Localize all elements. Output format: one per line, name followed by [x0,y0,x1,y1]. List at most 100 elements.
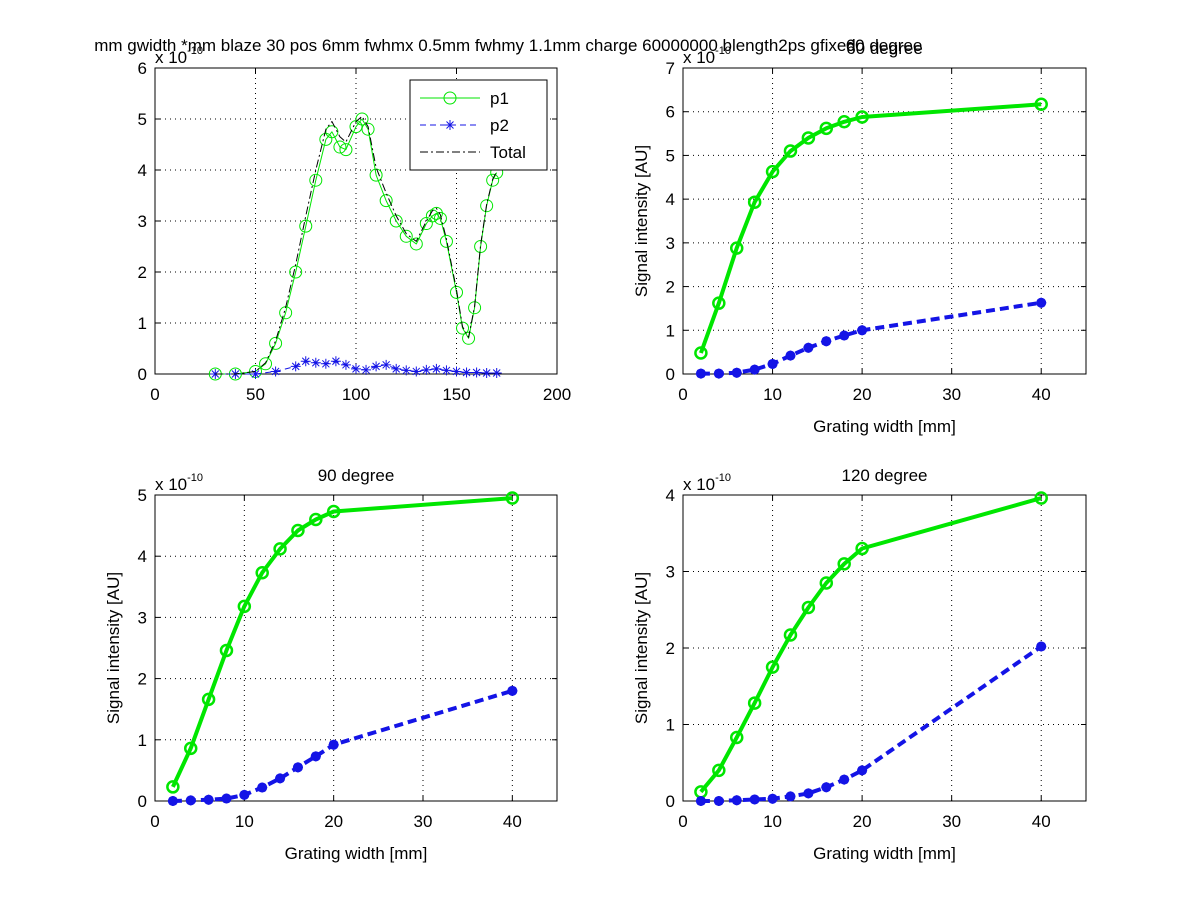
y-tick-label: 3 [666,563,675,582]
y-tick-label: 0 [666,792,675,811]
exponent-power: -10 [715,45,731,57]
x-tick-label: 40 [1032,385,1051,404]
x-tick-label: 10 [763,812,782,831]
y-tick-label: 1 [666,716,675,735]
x-axis-label: Grating width [mm] [285,844,428,863]
data-point-circle [355,112,369,126]
series-line-p1 [699,496,1042,794]
data-point-circle [747,696,762,710]
data-point-circle [819,121,834,136]
x-tick-label: 40 [503,812,522,831]
y-tick-label: 2 [666,639,675,658]
data-point-star [411,366,422,377]
data-point-circle [183,741,198,756]
y-axis-label: Signal intensity [AU] [632,145,651,297]
data-point-star [749,364,760,375]
data-point-star [300,356,311,367]
data-point-circle [201,692,216,707]
subplot-3: 0 10 20 30 40 0 1 2 3 4 5 x 10-10 90 degree Grating w… [104,466,558,863]
x-tick-label: 100 [342,385,370,404]
x-tick-label: 20 [853,812,872,831]
data-point-circle [855,110,869,124]
data-point-star [361,364,372,375]
data-point-circle [369,168,383,182]
x-axis-label: Grating width [mm] [813,417,956,436]
exponent-power: -10 [715,472,731,484]
subplot-4: 0 10 20 30 40 0 1 2 3 4 x 10-10 120 degree Grating w… [632,466,1087,863]
axes-box [682,67,1087,375]
x-tick-label: 0 [678,385,687,404]
data-point-circle [325,125,339,139]
subplot-1: 0 50 100 150 200 0 1 2 3 4 5 6 x 10-10 p1 p2 Total [138,45,572,404]
data-point-star [821,336,832,347]
exponent-base: x 10 [155,475,187,494]
y-tick-label: 0 [666,365,675,384]
data-point-star [857,765,868,776]
data-point-star [167,796,178,806]
y-axis-label: Signal intensity [AU] [632,572,651,724]
y-axis-label: Signal intensity [AU] [104,572,123,724]
data-point-star [445,120,455,130]
data-point-circle [237,599,252,614]
data-point-circle [1034,97,1048,112]
figure-overlap-title: 60 degree [846,36,923,55]
x-tick-label: 10 [763,385,782,404]
x-tick-label: 10 [235,812,254,831]
data-point-star [481,367,492,378]
data-point-star [221,793,232,804]
subplot-2: 0 10 20 30 40 0 1 2 3 4 5 6 7 x 10-10 60 degree Grating… [632,39,1087,436]
axes-box [154,494,558,802]
x-tick-label: 30 [942,385,961,404]
x-tick-label: 20 [324,812,343,831]
y-tick-label: 0 [138,365,147,384]
data-point-star [821,782,832,793]
y-tick-label: 7 [666,59,675,78]
y-tick-label: 5 [138,486,147,505]
legend-label: Total [490,143,526,162]
y-tick-label: 3 [138,608,147,627]
data-point-star [371,361,382,372]
data-point-star [839,774,850,785]
data-point-star [461,367,472,378]
data-point-circle [819,576,834,590]
data-point-circle [309,173,323,187]
data-point-star [695,368,706,379]
data-point-circle [273,542,287,556]
data-point-circle [837,115,851,129]
y-tick-label: 2 [138,670,147,689]
data-point-circle [439,234,453,248]
data-point-circle [505,491,520,505]
y-tick-label: 1 [666,321,675,340]
data-point-star [340,359,351,370]
data-point-circle [219,643,234,658]
data-point-star [785,350,796,361]
data-point-star [330,356,341,367]
data-point-circle [801,600,816,615]
y-tick-label: 6 [666,103,675,122]
x-tick-label: 50 [246,385,265,404]
data-point-circle [474,240,488,253]
data-point-circle [361,122,375,136]
data-point-star [239,789,250,800]
y-exponent-label: x 10-10 [683,472,731,494]
subplot-title: 90 degree [318,466,395,485]
y-tick-label: 4 [138,547,147,566]
legend-label: p2 [490,116,509,135]
data-point-star [803,342,814,353]
data-point-star [713,368,724,379]
data-point-star [507,685,518,696]
data-point-star [491,367,502,378]
y-tick-label: 6 [138,59,147,78]
data-point-star [381,359,392,370]
legend-label: p1 [490,89,509,108]
data-point-circle [299,219,313,233]
data-point-circle [747,195,762,209]
data-point-circle [694,346,708,360]
data-point-circle [255,565,269,580]
data-point-star [250,369,261,379]
data-point-circle [259,357,273,371]
data-point-star [270,366,281,377]
data-point-star [431,363,442,374]
data-point-circle [801,131,816,145]
y-tick-label: 2 [138,263,147,282]
